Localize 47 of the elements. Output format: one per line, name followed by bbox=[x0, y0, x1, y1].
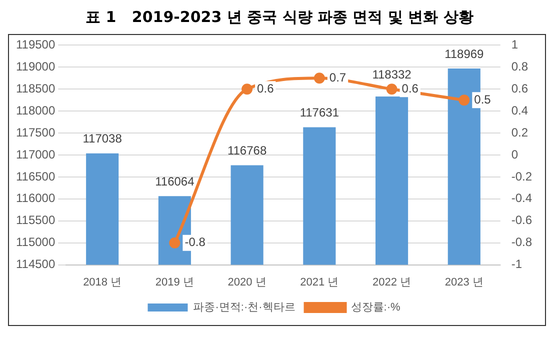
point bbox=[169, 237, 180, 248]
y2-tick-label: -0.8 bbox=[511, 235, 532, 250]
y2-tick-label: 1 bbox=[511, 38, 518, 52]
data-label: 117631 bbox=[300, 106, 340, 120]
data-label: 0.7 bbox=[329, 70, 346, 84]
x-tick-label: 2018 년 bbox=[83, 276, 122, 288]
y2-tick-label: 0.8 bbox=[511, 59, 528, 74]
y-tick-label: 118500 bbox=[16, 81, 56, 96]
data-label: 116768 bbox=[227, 144, 267, 158]
data-label: 118332 bbox=[372, 67, 412, 82]
y2-tick-label: 0 bbox=[511, 147, 518, 162]
y2-tick-label: 0.2 bbox=[511, 125, 528, 140]
y-tick-label: 115000 bbox=[16, 235, 56, 250]
y-tick-label: 116500 bbox=[16, 169, 56, 184]
legend-label: 파종·면적:·천·헥타르 bbox=[193, 302, 296, 314]
data-label: 117038 bbox=[82, 132, 122, 146]
point bbox=[386, 84, 398, 95]
y-tick-label: 119500 bbox=[16, 38, 56, 52]
point bbox=[314, 72, 325, 84]
y2-tick-label: -1 bbox=[511, 257, 522, 272]
point bbox=[458, 94, 470, 106]
data-label: 116064 bbox=[155, 174, 195, 188]
data-label: 0.6 bbox=[402, 81, 419, 96]
x-tick-label: 2022 년 bbox=[372, 276, 412, 288]
y-tick-label: 115500 bbox=[16, 213, 56, 228]
x-tick-label: 2020 년 bbox=[228, 276, 266, 288]
y-tick-label: 114500 bbox=[16, 257, 56, 272]
y2-tick-label: 0.6 bbox=[511, 81, 528, 96]
y-tick-label: 118000 bbox=[16, 103, 56, 118]
y-tick-label: 117500 bbox=[16, 125, 56, 140]
chart-title: 표 1 2019-2023 년 중국 식량 파종 면적 및 변화 상황 bbox=[84, 8, 474, 28]
x-tick-label: 2019 년 bbox=[155, 276, 194, 288]
y2-tick-label: -0.2 bbox=[511, 169, 532, 184]
legend-label: 성장률:·% bbox=[350, 302, 400, 314]
y2-tick-label: -0.6 bbox=[511, 213, 532, 228]
x-tick-label: 2023 년 bbox=[444, 276, 484, 288]
y-tick-label: 119000 bbox=[16, 59, 56, 74]
data-label: -0.8 bbox=[184, 235, 206, 250]
y-tick-label: 117000 bbox=[16, 147, 56, 162]
y2-tick-label: 0.4 bbox=[511, 103, 528, 118]
data-label: 118969 bbox=[444, 46, 484, 61]
y-tick-label: 116000 bbox=[16, 191, 56, 206]
y2-tick-label: -0.4 bbox=[511, 191, 532, 206]
data-label: 0.5 bbox=[474, 92, 492, 106]
x-tick-label: 2021 년 bbox=[300, 276, 339, 288]
point bbox=[242, 84, 253, 95]
data-label: 0.6 bbox=[257, 81, 274, 96]
